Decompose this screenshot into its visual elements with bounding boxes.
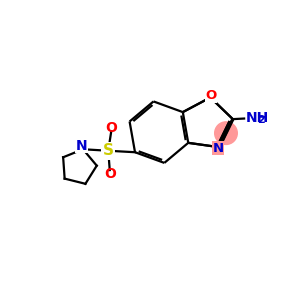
Text: 2: 2 (257, 115, 265, 125)
Text: O: O (104, 167, 116, 181)
Circle shape (215, 122, 237, 145)
Text: NH: NH (246, 111, 269, 124)
Text: N: N (213, 142, 224, 154)
Text: O: O (205, 89, 217, 103)
Text: S: S (103, 143, 114, 158)
Text: N: N (76, 139, 87, 153)
Text: O: O (105, 121, 117, 135)
